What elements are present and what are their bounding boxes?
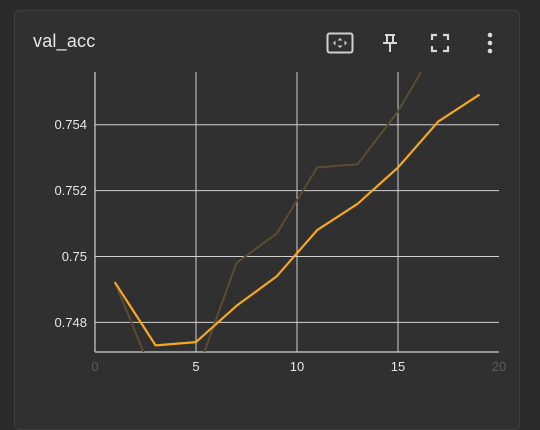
smoothed-series-line xyxy=(114,93,480,347)
card-title: val_acc xyxy=(33,31,96,51)
x-tick-label: 0 xyxy=(91,359,98,374)
more-vert-icon xyxy=(487,32,493,54)
x-tick-label: 5 xyxy=(192,359,199,374)
more-options-button[interactable] xyxy=(475,29,505,57)
raw-series-line xyxy=(114,72,423,352)
fit-domain-button[interactable] xyxy=(325,29,355,57)
val-acc-chart: 0.748 0.75 0.752 0.754 0 5 10 15 20 xyxy=(54,72,506,374)
x-tick-label: 20 xyxy=(492,359,506,374)
y-tick-label: 0.754 xyxy=(54,117,87,132)
card-toolbar xyxy=(325,29,505,57)
val-acc-card: val_acc xyxy=(14,10,520,430)
fit-domain-icon xyxy=(326,32,354,54)
y-tick-label: 0.748 xyxy=(54,315,87,330)
fullscreen-icon xyxy=(430,33,450,53)
y-tick-label: 0.752 xyxy=(54,183,87,198)
pin-button[interactable] xyxy=(375,29,405,57)
y-tick-label: 0.75 xyxy=(62,249,87,264)
fullscreen-button[interactable] xyxy=(425,29,455,57)
pin-icon xyxy=(383,34,397,52)
x-tick-label: 10 xyxy=(290,359,304,374)
x-tick-label: 15 xyxy=(391,359,405,374)
